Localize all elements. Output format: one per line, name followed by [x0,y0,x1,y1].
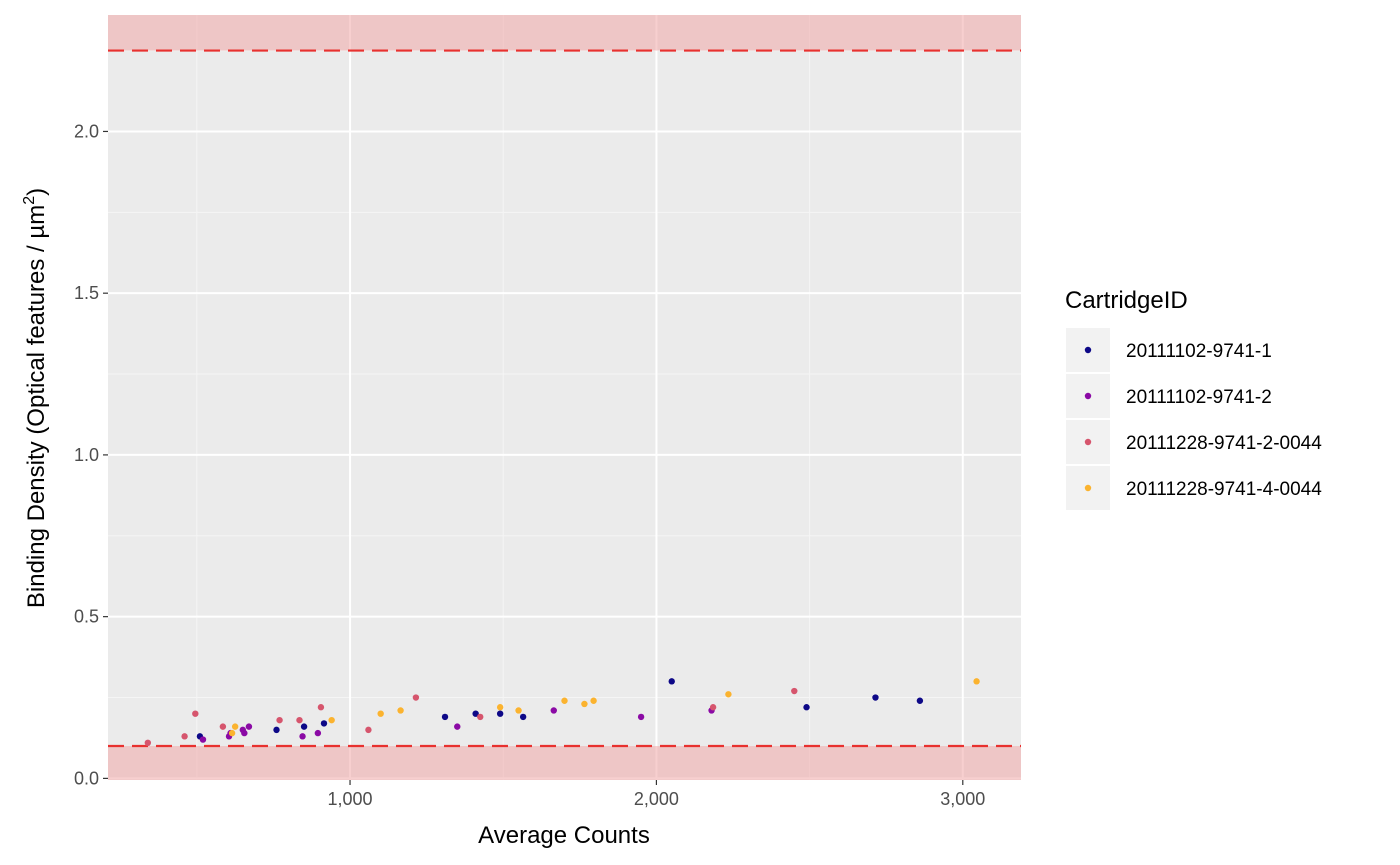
data-point-series-1 [519,713,527,721]
data-point-series-3 [181,733,188,740]
data-point-series-1 [472,710,479,717]
data-point-series-1 [872,694,879,701]
data-point-series-3 [144,739,152,747]
data-point-series-1 [300,723,308,730]
data-point-series-3 [317,704,325,711]
data-point-series-1 [803,704,810,711]
y-axis-title-main: Binding Density (Optical features / µm [23,205,50,608]
x-axis-title: Average Counts [478,822,650,849]
data-point-series-2 [199,736,207,743]
lower-threshold-band [108,746,1021,780]
data-point-series-2 [454,723,461,730]
plot-panel [108,15,1021,780]
data-point-series-2 [299,733,306,740]
data-point-series-4 [590,697,597,704]
data-point-series-3 [365,726,372,734]
data-point-series-4 [397,707,404,714]
threshold-bands [108,15,1021,780]
legend-label: 20111102-9741-2 [1126,387,1272,408]
legend-marker [1084,346,1092,354]
x-tick-label: 1,000 [328,789,373,809]
data-point-series-3 [219,723,227,730]
data-point-series-4 [973,678,980,685]
y-axis-title: Binding Density (Optical features / µm2) [21,188,50,608]
legend: CartridgeID 20111102-9741-1 20111102-9741… [1065,287,1322,510]
legend-label: 20111228-9741-2-0044 [1126,433,1322,454]
data-point-series-1 [496,710,504,717]
threshold-lines [108,49,1021,748]
legend-marker [1084,438,1092,446]
legend-title: CartridgeID [1065,287,1188,314]
data-point-series-3 [192,710,199,717]
data-point-series-4 [328,716,335,724]
data-point-series-4 [515,707,522,714]
y-axis-title-superscript: 2 [21,196,38,205]
legend-label: 20111228-9741-4-0044 [1126,479,1322,500]
data-point-series-3 [477,713,484,721]
data-point-series-4 [228,729,236,737]
data-point-series-2 [550,707,557,714]
data-point-series-4 [377,710,384,717]
grid-minor [108,15,1021,780]
x-axis: 1,000 2,000 3,000 [328,780,985,809]
data-point-series-4 [581,700,588,708]
y-axis: 0.0 0.5 1.0 1.5 2.0 [74,121,108,788]
data-point-series-2 [314,729,322,737]
data-point-series-1 [441,713,449,721]
legend-marker [1084,484,1092,492]
x-tick-label: 2,000 [634,789,679,809]
data-point-series-1 [916,697,924,704]
y-tick-label: 2.0 [74,121,99,141]
data-point-series-1 [320,720,328,727]
y-tick-label: 0.5 [74,607,99,627]
legend-label: 20111102-9741-1 [1126,341,1272,362]
data-point-series-3 [412,694,420,701]
upper-threshold-band [108,15,1021,51]
data-point-series-1 [668,678,675,685]
x-tick-label: 3,000 [940,789,985,809]
data-point-series-2 [245,723,253,730]
data-point-series-3 [276,716,283,724]
data-point-series-4 [725,691,732,698]
y-tick-label: 1.0 [74,445,99,465]
y-tick-label: 0.0 [74,768,99,788]
data-point-series-3 [296,716,303,724]
data-point-series-2 [637,713,645,721]
data-point-series-4 [561,697,568,704]
legend-marker [1084,392,1092,400]
y-tick-label: 1.5 [74,283,99,303]
data-point-series-4 [496,704,504,711]
data-point-series-3 [791,687,798,695]
y-axis-title-close: ) [23,188,50,196]
data-points [144,678,980,747]
data-point-series-4 [231,723,239,730]
data-point-series-2 [241,729,248,737]
data-point-series-1 [273,726,280,734]
data-point-series-3 [709,704,717,711]
